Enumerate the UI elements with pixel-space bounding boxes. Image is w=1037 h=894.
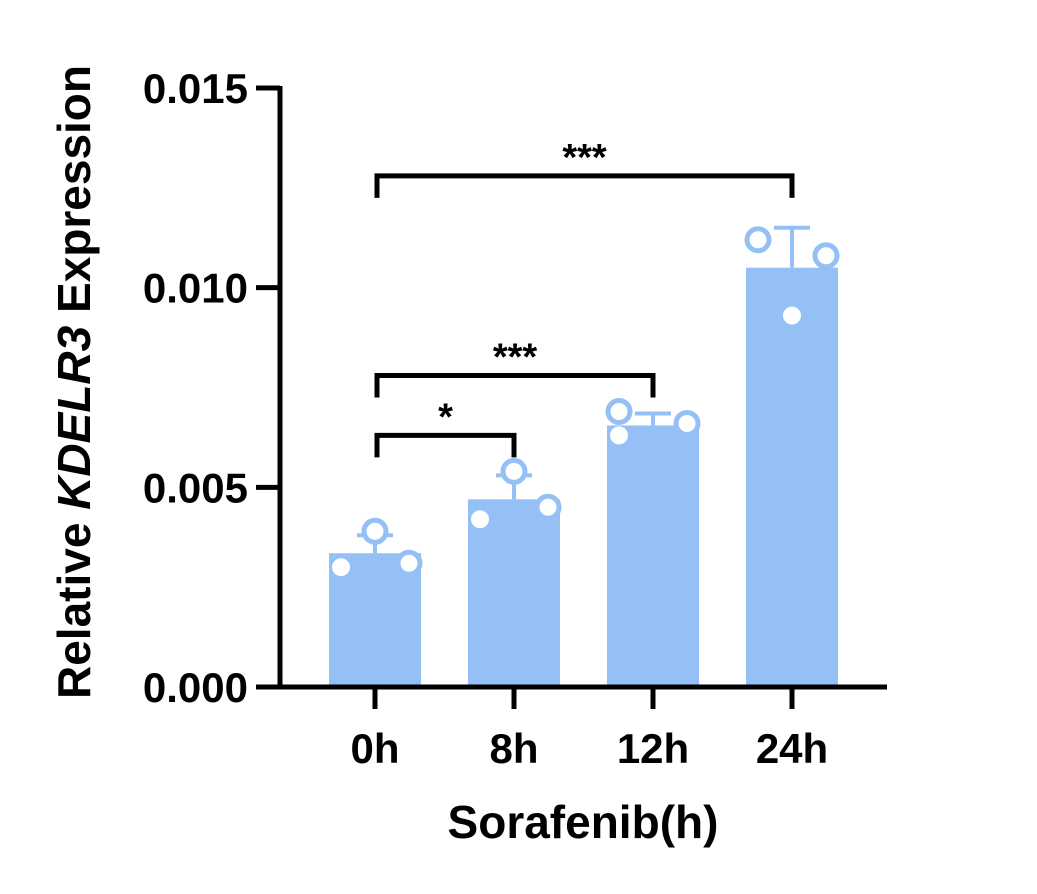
- significance-label-2: ***: [493, 337, 538, 379]
- x-tick-label-0h: 0h: [350, 725, 399, 772]
- significance-bracket-3: [374, 173, 795, 198]
- data-point-12h-3: [673, 409, 701, 437]
- data-point-12h-2: [610, 426, 628, 445]
- y-tick-label-3: 0.015: [143, 65, 248, 112]
- data-point-24h-3: [812, 242, 840, 270]
- bar-12h: [607, 425, 699, 687]
- significance-label-3: ***: [562, 137, 607, 179]
- x-tick-label-12h: 12h: [617, 725, 689, 772]
- bar-24h: [746, 267, 838, 687]
- significance-bracket-1: [374, 432, 517, 458]
- data-point-12h-1: [605, 397, 633, 425]
- y-tick-label-0: 0.000: [143, 664, 248, 711]
- x-tick-label-8h: 8h: [489, 725, 538, 772]
- data-point-0h-2: [332, 558, 350, 577]
- data-point-8h-1: [500, 457, 528, 485]
- data-point-0h-1: [361, 517, 389, 545]
- x-axis-title: Sorafenib(h): [448, 796, 719, 848]
- y-tick-label-1: 0.005: [143, 464, 248, 511]
- data-point-8h-2: [471, 510, 489, 529]
- data-point-0h-3: [395, 549, 423, 577]
- significance-label-1: *: [438, 396, 453, 438]
- y-tick-label-2: 0.010: [143, 265, 248, 312]
- significance-bracket-2: [374, 373, 656, 398]
- y-axis-title: Relative KDELR3 Expression: [48, 65, 100, 699]
- y-axis-title-gene: KDELR3: [48, 325, 100, 509]
- y-axis-title-prefix: Relative: [48, 510, 100, 699]
- data-point-24h-1: [744, 226, 772, 254]
- x-tick-label-24h: 24h: [756, 725, 828, 772]
- data-point-24h-2: [783, 306, 801, 325]
- y-axis-title-suffix: Expression: [48, 65, 100, 326]
- data-point-8h-3: [534, 493, 562, 521]
- bar-8h: [468, 499, 560, 687]
